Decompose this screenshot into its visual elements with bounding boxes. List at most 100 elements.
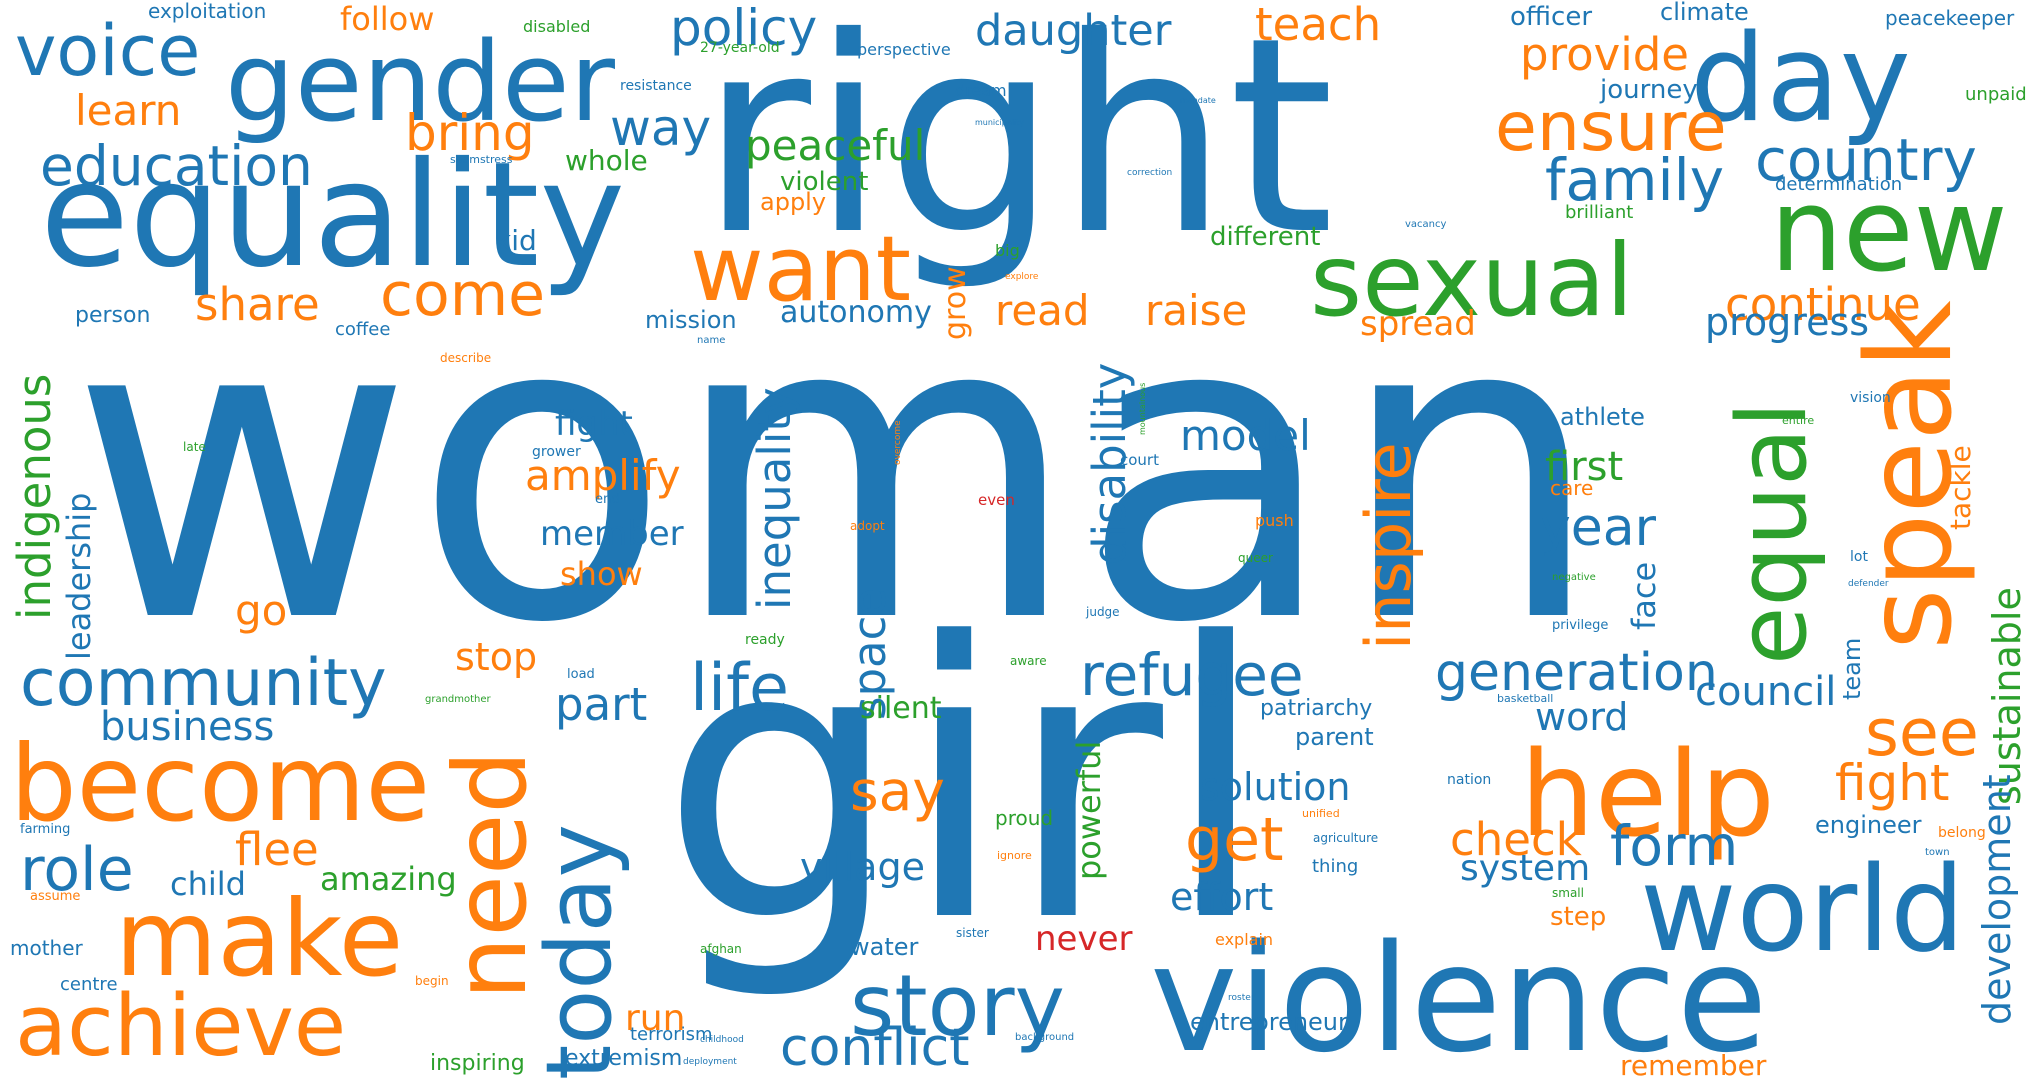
word-equal: equal: [1718, 401, 1828, 665]
word-belong: belong: [1938, 825, 1986, 841]
word-world: world: [1640, 840, 1965, 978]
word-day: day: [1690, 10, 1911, 149]
word-space: space: [843, 588, 896, 720]
word-ready: ready: [745, 632, 785, 648]
word-form: form: [1610, 814, 1738, 878]
word-inspiring: inspiring: [430, 1051, 525, 1076]
word-amplify: amplify: [525, 451, 681, 500]
word-care: care: [1550, 476, 1593, 500]
word-family: family: [1545, 146, 1724, 214]
word-coffee: coffee: [335, 319, 390, 340]
word-see: see: [1865, 696, 1979, 771]
word-achieve: achieve: [15, 977, 346, 1076]
word-afghan: afghan: [700, 942, 742, 956]
word-follow: follow: [340, 0, 434, 38]
word-stop: stop: [455, 635, 537, 679]
word-read: read: [995, 286, 1090, 335]
word-kid: kid: [495, 224, 537, 257]
word-terrorism: terrorism: [630, 1024, 713, 1045]
word-member: member: [540, 514, 684, 554]
word-overcome: overcome: [893, 420, 903, 465]
word-exploitation: exploitation: [148, 0, 266, 23]
word-name: name: [697, 335, 725, 346]
word-proud: proud: [995, 806, 1053, 830]
word-raise: raise: [1145, 286, 1247, 335]
word-violence: violence: [1150, 913, 1768, 1080]
word-team: team: [1838, 638, 1866, 700]
word-explain: explain: [1215, 930, 1273, 949]
word-disabled: disabled: [523, 17, 590, 36]
word-refugee: refugee: [1080, 641, 1304, 709]
word-bring: bring: [405, 104, 535, 162]
word-want: want: [690, 217, 911, 322]
word-even: even: [978, 491, 1015, 509]
word-vision: vision: [1850, 390, 1891, 406]
word-end: end: [595, 492, 620, 507]
word-check: check: [1450, 813, 1582, 866]
word-fight: fight: [555, 404, 633, 444]
word-ignore: ignore: [997, 849, 1032, 862]
word-leadership: leadership: [60, 493, 98, 661]
word-make: make: [115, 878, 403, 1000]
word-whole: whole: [565, 144, 648, 177]
word-need: need: [432, 750, 549, 1000]
word-powerful: powerful: [1070, 741, 1108, 880]
word-tackle: tackle: [1944, 445, 1977, 530]
word-farming: farming: [20, 822, 70, 837]
word-grandmother: grandmother: [425, 694, 492, 705]
word-life: life: [690, 651, 789, 726]
word-different: different: [1210, 222, 1320, 252]
word-nation: nation: [1447, 772, 1491, 788]
word-athlete: athlete: [1560, 403, 1645, 431]
word-big: big: [995, 241, 1020, 260]
word-water: water: [850, 933, 919, 961]
word-get: get: [1185, 805, 1284, 875]
word-agriculture: agriculture: [1313, 831, 1378, 845]
word-community: community: [20, 646, 387, 721]
word-remember: remember: [1620, 1049, 1767, 1080]
word-mandate: mandate: [1180, 96, 1216, 105]
word-patriarchy: patriarchy: [1260, 696, 1372, 721]
word-grower: grower: [532, 444, 581, 460]
word-speak: speak: [1840, 300, 1978, 650]
word-court: court: [1120, 451, 1159, 469]
word-determination: determination: [1775, 174, 1902, 195]
word-spread: spread: [1360, 304, 1476, 344]
word-disability: disability: [1083, 363, 1136, 565]
word-equality: equality: [40, 131, 625, 300]
word-unified: unified: [1302, 807, 1340, 820]
word-never: never: [1035, 919, 1133, 959]
word-load: load: [567, 667, 595, 682]
word-basketball: basketball: [1497, 692, 1553, 705]
word-solution: solution: [1200, 765, 1350, 809]
word-show: show: [560, 555, 643, 593]
word-country: country: [1755, 126, 1977, 194]
word-parent: parent: [1295, 723, 1374, 751]
word-centre: centre: [60, 974, 118, 995]
word-brilliant: brilliant: [1565, 202, 1633, 223]
word-help: help: [1520, 725, 1775, 863]
word-continue: continue: [1725, 278, 1921, 331]
word-council: council: [1695, 669, 1836, 715]
word-indigenous: indigenous: [8, 374, 61, 620]
word-year: year: [1540, 498, 1657, 558]
word-role: role: [20, 835, 134, 905]
word-entire: entire: [1782, 414, 1814, 427]
word-step: step: [1550, 902, 1606, 932]
word-municipality: municipality: [975, 118, 1024, 127]
word-begin: begin: [415, 974, 449, 988]
word-defender: defender: [1848, 579, 1889, 589]
word-explore: explore: [1005, 272, 1039, 282]
word-mountainous: mountainous: [1138, 383, 1147, 435]
word-push: push: [1255, 511, 1294, 530]
word-apply: apply: [760, 188, 826, 216]
word-negative: negative: [1552, 572, 1596, 583]
word-go: go: [235, 586, 287, 635]
word-late: late: [183, 440, 206, 454]
word-learn: learn: [75, 86, 181, 135]
word-conflict: conflict: [780, 1018, 970, 1078]
word-business: business: [100, 704, 274, 750]
word-violent: violent: [780, 167, 868, 197]
